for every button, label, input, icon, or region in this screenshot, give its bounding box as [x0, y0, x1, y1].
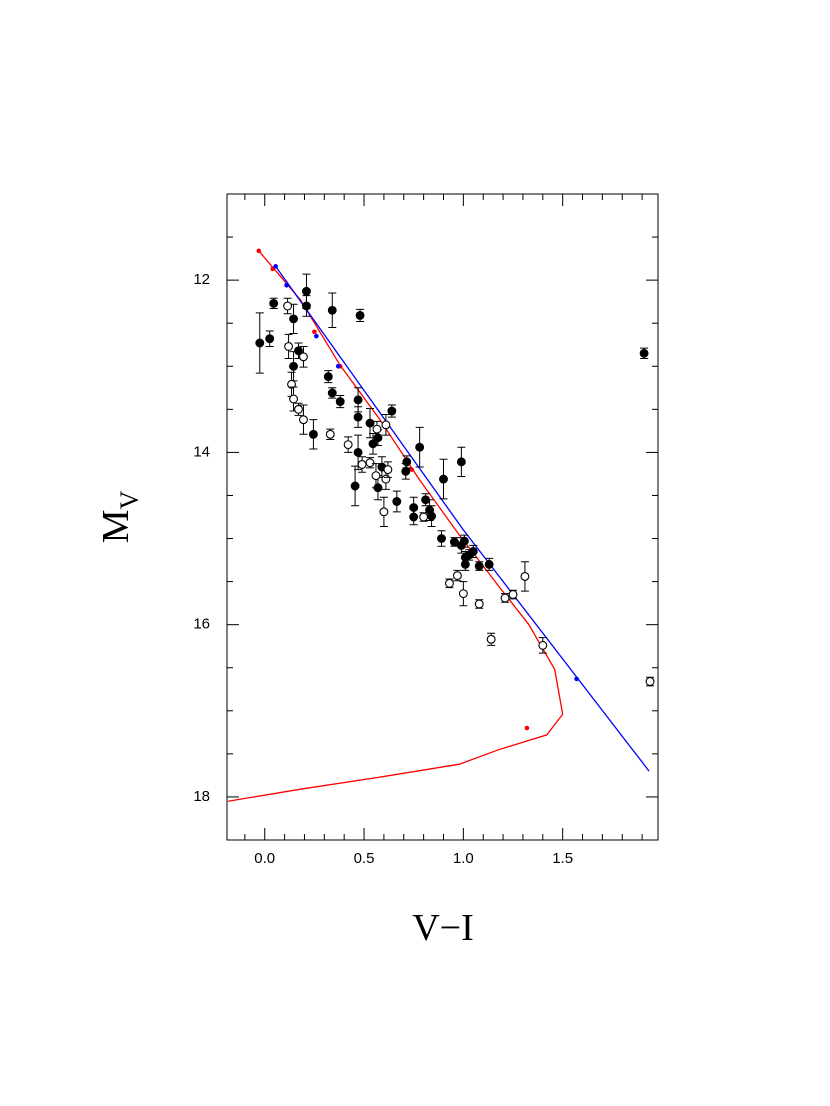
star-point [371, 471, 381, 481]
star-point [357, 460, 367, 469]
star-point [387, 406, 397, 416]
star-point [383, 465, 393, 475]
star-point [439, 474, 448, 484]
model-point [524, 725, 530, 731]
star-point [456, 457, 466, 467]
star-point [323, 372, 333, 382]
star-point [269, 298, 279, 308]
x-tick-label: 1.0 [453, 850, 474, 867]
star-point [325, 429, 335, 439]
model-point [273, 264, 278, 269]
y-axis-label-sub: V [115, 490, 144, 509]
star-point [299, 352, 308, 362]
x-tick-label: 0.5 [354, 850, 375, 867]
x-axis-label: V−I [412, 907, 474, 949]
star-point [458, 589, 468, 599]
star-point [294, 346, 303, 356]
star-point [365, 418, 375, 428]
star-point [372, 424, 382, 434]
star-point [538, 640, 548, 650]
model-point [409, 467, 415, 472]
star-point [308, 429, 318, 439]
star-point [484, 559, 494, 569]
star-point [301, 301, 311, 311]
y-tick-label: 16 [193, 616, 210, 633]
star-point [289, 361, 298, 371]
star-point [299, 415, 308, 425]
star-point [373, 433, 383, 443]
star-point [353, 412, 363, 422]
star-point [449, 537, 459, 547]
star-point [474, 561, 484, 571]
star-point [460, 559, 470, 569]
model-point [256, 248, 262, 254]
y-tick-label: 12 [193, 271, 210, 288]
star-point [294, 404, 303, 414]
plot-frame [226, 193, 659, 841]
x-tick-label: 0.0 [254, 850, 275, 867]
model-point [314, 333, 319, 339]
star-point [427, 511, 437, 521]
star-point [459, 536, 469, 546]
y-tick-label: 14 [193, 443, 210, 460]
y-axis-label: MV [95, 490, 144, 543]
star-point [520, 571, 530, 581]
star-point [437, 534, 446, 543]
star-point [287, 379, 297, 389]
star-point [289, 394, 298, 404]
star-point [468, 547, 478, 556]
star-point [343, 440, 353, 450]
model-point [312, 329, 317, 335]
star-point [452, 571, 462, 581]
model-point [284, 283, 289, 288]
star-point [419, 512, 429, 522]
model-point [335, 363, 341, 369]
star-point [353, 447, 363, 457]
star-point [353, 395, 363, 405]
model-curve [227, 250, 564, 802]
y-tick-label: 18 [193, 788, 210, 805]
y-axis-label-group: MV [95, 490, 144, 543]
model-point [574, 676, 579, 682]
model-point [270, 266, 275, 272]
star-point [474, 599, 484, 609]
star-point [508, 590, 518, 599]
star-point [392, 497, 402, 506]
star-point [355, 310, 365, 320]
star-point [335, 397, 345, 407]
star-point [350, 481, 360, 491]
star-point [402, 457, 412, 467]
star-point [283, 301, 293, 311]
star-point [409, 512, 419, 522]
star-point [645, 677, 655, 686]
star-point [365, 458, 375, 468]
star-point [255, 338, 265, 348]
star-point [445, 578, 454, 588]
star-point [289, 314, 298, 324]
star-point [327, 388, 337, 398]
star-point [265, 334, 275, 344]
star-point [381, 474, 391, 484]
model-curve [275, 265, 650, 772]
star-point [301, 286, 311, 296]
y-axis-label-main: M [95, 509, 137, 543]
star-point [486, 634, 496, 644]
star-point [401, 466, 411, 476]
star-point [639, 348, 649, 358]
star-point [381, 420, 391, 430]
star-point [500, 593, 510, 603]
x-tick-label: 1.5 [552, 850, 573, 867]
star-point [284, 342, 294, 351]
star-point [379, 507, 389, 517]
star-point [327, 305, 337, 315]
star-point [415, 442, 425, 452]
